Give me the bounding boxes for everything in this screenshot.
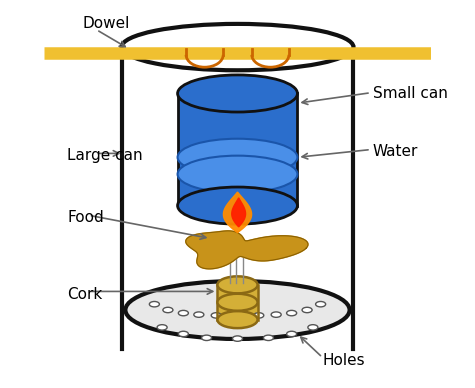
Ellipse shape — [194, 312, 204, 317]
Polygon shape — [232, 198, 246, 227]
Polygon shape — [186, 231, 308, 269]
Ellipse shape — [122, 24, 353, 70]
Ellipse shape — [125, 281, 350, 339]
Text: Large can: Large can — [67, 148, 143, 163]
Bar — [218, 285, 257, 320]
Text: Cork: Cork — [67, 287, 103, 302]
Text: Holes: Holes — [323, 353, 365, 368]
Ellipse shape — [211, 313, 221, 318]
Ellipse shape — [201, 335, 211, 341]
Ellipse shape — [178, 139, 297, 176]
Ellipse shape — [218, 276, 257, 293]
Text: Water: Water — [373, 144, 418, 159]
Ellipse shape — [315, 301, 326, 307]
Bar — [178, 94, 297, 206]
Ellipse shape — [178, 310, 189, 316]
Ellipse shape — [178, 156, 297, 193]
Ellipse shape — [218, 311, 257, 328]
Text: Food: Food — [67, 210, 104, 225]
Polygon shape — [223, 192, 252, 233]
Bar — [122, 47, 353, 349]
Ellipse shape — [308, 325, 318, 330]
Ellipse shape — [232, 336, 243, 341]
Ellipse shape — [286, 331, 297, 337]
Ellipse shape — [149, 301, 160, 307]
Ellipse shape — [157, 325, 167, 330]
Ellipse shape — [232, 313, 243, 319]
Ellipse shape — [254, 313, 264, 318]
Ellipse shape — [264, 335, 274, 341]
Ellipse shape — [178, 331, 189, 337]
Ellipse shape — [302, 307, 312, 313]
Ellipse shape — [218, 294, 257, 311]
Ellipse shape — [286, 310, 297, 316]
Ellipse shape — [163, 307, 173, 313]
Text: Dowel: Dowel — [83, 16, 130, 31]
Ellipse shape — [271, 312, 281, 317]
Text: Small can: Small can — [373, 86, 448, 101]
Ellipse shape — [178, 187, 297, 224]
Ellipse shape — [178, 75, 297, 112]
